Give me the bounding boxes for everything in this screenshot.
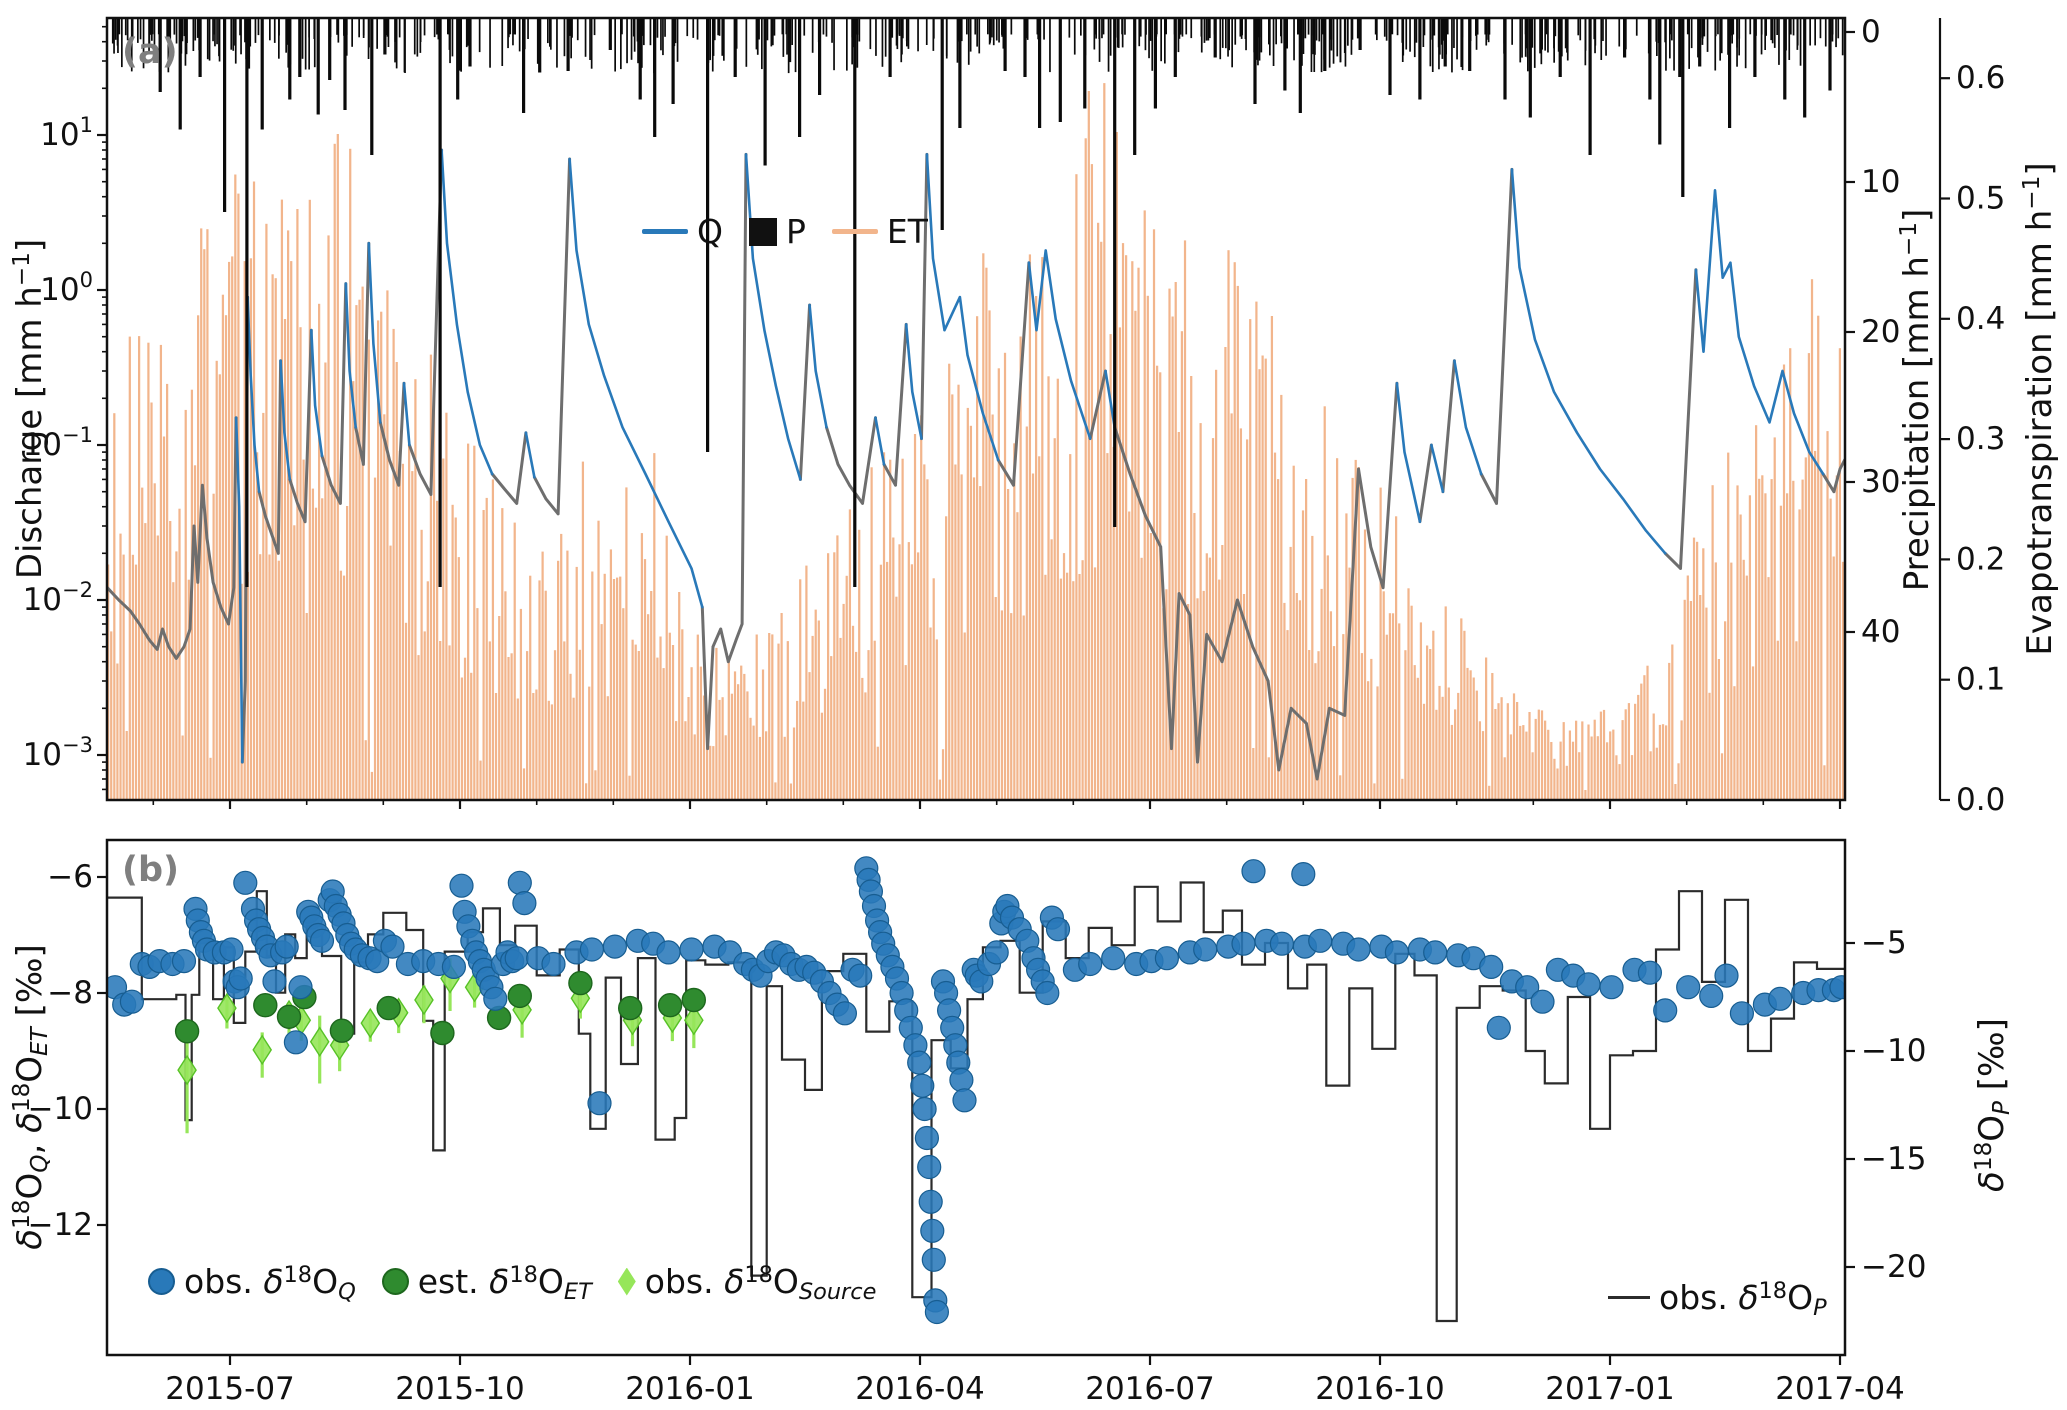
- svg-text:2016-04: 2016-04: [855, 1371, 985, 1407]
- d18o-et-points: [174, 970, 706, 1046]
- legend-panel-b: obs. δ18OQ est. δ18OET obs. δ18OSource: [148, 1262, 876, 1305]
- legend-item-et: ET: [831, 212, 928, 251]
- precipitation-bars: [111, 18, 1844, 587]
- panel-a-frame: [105, 16, 1847, 802]
- q-line-icon: [642, 229, 688, 234]
- et-bars: [107, 83, 1845, 800]
- svg-text:10−3: 10−3: [23, 733, 93, 773]
- svg-text:30: 30: [1861, 464, 1900, 500]
- legend-panel-b-precip: obs. δ18OP: [1608, 1278, 1827, 1321]
- svg-text:2017-01: 2017-01: [1545, 1371, 1675, 1407]
- svg-text:−5: −5: [1861, 925, 1907, 961]
- svg-text:−8: −8: [47, 975, 93, 1011]
- discharge-line-blue: [234, 148, 1825, 764]
- svg-text:40: 40: [1861, 614, 1900, 650]
- axis-title-precipitation: Precipitation [mm h−1]: [1896, 208, 1937, 592]
- et-axis: [1938, 18, 1950, 802]
- d18o-q-points: [107, 856, 1845, 1325]
- est-d18o-et-circle-icon: [381, 1268, 409, 1295]
- obs-d18o-q-circle-icon: [148, 1268, 175, 1295]
- svg-text:−6: −6: [47, 859, 93, 895]
- svg-text:−15: −15: [1861, 1141, 1926, 1177]
- svg-text:0.3: 0.3: [1956, 421, 2005, 457]
- svg-text:10−2: 10−2: [23, 578, 93, 618]
- axis-title-evapotranspiration: Evapotranspiration [mm h−1]: [2019, 162, 2060, 656]
- svg-text:0.5: 0.5: [1956, 181, 2005, 217]
- legend-panel-a: Q P ET: [642, 212, 928, 251]
- et-line-icon: [831, 229, 878, 234]
- legend-item-q: Q: [642, 212, 723, 251]
- legend-item-obs-d18o-q: obs. δ18OQ: [148, 1262, 356, 1305]
- panel-a-tick-labels: 101 100 10−1 10−2 10−3 0 10 20 30 40 0.6 0.5 0.4 0.3 0…: [23, 14, 2006, 818]
- p-square-icon: [748, 217, 777, 246]
- panel-b-ticks: [97, 875, 1855, 1365]
- obs-d18o-p-line-icon: [1608, 1296, 1650, 1299]
- panel-b-tick-labels: −6 −8 −10 −12 −5 −10 −15 −20 2015-07 2015-10 2016-…: [28, 859, 1927, 1407]
- axis-title-delta-right: δ18OP [‰]: [1971, 1018, 2016, 1192]
- svg-text:−10: −10: [1861, 1033, 1926, 1069]
- panel-a-letter: (a): [122, 32, 178, 72]
- obs-d18o-source-diamond-icon: [617, 1267, 636, 1296]
- svg-text:2015-07: 2015-07: [165, 1371, 295, 1407]
- axis-title-delta-left: δ18OQ, δ18OET [‰]: [9, 944, 54, 1250]
- svg-text:0.4: 0.4: [1956, 301, 2005, 337]
- svg-text:100: 100: [40, 268, 93, 308]
- svg-text:0.2: 0.2: [1956, 541, 2005, 577]
- svg-text:0.1: 0.1: [1956, 662, 2005, 698]
- svg-text:10: 10: [1861, 164, 1900, 200]
- legend-item-est-d18o-et: est. δ18OET: [381, 1262, 592, 1305]
- svg-text:10−1: 10−1: [23, 423, 93, 463]
- svg-text:101: 101: [40, 113, 93, 153]
- svg-text:2016-07: 2016-07: [1085, 1371, 1215, 1407]
- svg-text:20: 20: [1861, 314, 1900, 350]
- svg-text:2017-04: 2017-04: [1775, 1371, 1905, 1407]
- panel-b-plot-area: [107, 856, 1845, 1325]
- svg-text:0: 0: [1861, 14, 1881, 50]
- panel-a-plot-area: [107, 18, 1845, 800]
- panel-a-ticks: [97, 25, 1855, 809]
- svg-text:2016-01: 2016-01: [625, 1371, 755, 1407]
- svg-text:−20: −20: [1861, 1249, 1926, 1285]
- svg-text:−10: −10: [28, 1091, 93, 1127]
- svg-text:2015-10: 2015-10: [395, 1371, 525, 1407]
- panel-b-letter: (b): [122, 850, 180, 890]
- legend-item-p: P: [748, 212, 806, 251]
- axis-title-discharge: Discharge [mm h−1]: [9, 238, 50, 580]
- svg-text:2016-10: 2016-10: [1315, 1371, 1445, 1407]
- legend-item-obs-d18o-p: obs. δ18OP: [1608, 1278, 1827, 1321]
- legend-item-obs-d18o-source: obs. δ18OSource: [617, 1262, 876, 1305]
- svg-text:0.0: 0.0: [1956, 782, 2005, 818]
- svg-text:−12: −12: [28, 1207, 93, 1243]
- svg-text:0.6: 0.6: [1956, 60, 2005, 96]
- panel-b-frame: [105, 838, 1847, 1357]
